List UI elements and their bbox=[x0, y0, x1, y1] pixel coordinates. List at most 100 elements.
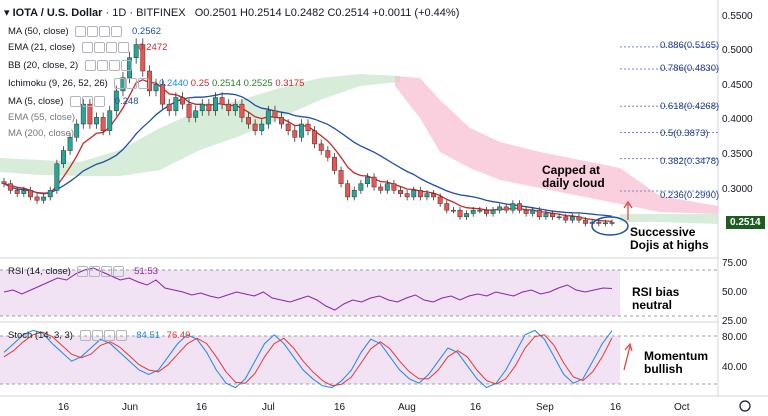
candle bbox=[239, 103, 245, 118]
legend-buttons[interactable] bbox=[70, 96, 106, 107]
candle bbox=[517, 203, 522, 211]
candle bbox=[523, 209, 529, 214]
candle bbox=[246, 117, 251, 125]
rsi-label: RSI (14, close) bbox=[8, 266, 71, 278]
candle bbox=[213, 97, 218, 112]
fib-label: 0.618(0.4268) bbox=[660, 101, 720, 112]
annotation-momentum-line1: Momentum bbox=[644, 349, 708, 363]
candle bbox=[444, 203, 450, 211]
candle bbox=[576, 216, 582, 221]
arrow-up-head bbox=[623, 200, 633, 209]
candle bbox=[107, 110, 113, 131]
legend-ema55[interactable]: EMA (55, close) bbox=[8, 112, 75, 123]
candle bbox=[279, 117, 285, 125]
candle bbox=[536, 209, 542, 218]
momentum-arrow bbox=[623, 345, 631, 371]
legend-buttons[interactable] bbox=[75, 26, 123, 37]
candle bbox=[331, 156, 337, 171]
candle bbox=[160, 84, 166, 105]
legend-ema21[interactable]: EMA (21, close) 0.2472 bbox=[8, 42, 167, 53]
date-tick: 16 bbox=[196, 402, 208, 413]
candle bbox=[602, 222, 608, 225]
legend-buttons[interactable] bbox=[81, 42, 130, 53]
legend-ma5[interactable]: MA (5, close) 0.248 bbox=[8, 96, 139, 107]
stoch-d-line bbox=[3, 331, 613, 387]
ichimoku-cloud-bullish bbox=[0, 74, 400, 176]
ichimoku-cloud-bearish bbox=[395, 76, 718, 214]
legend-buttons[interactable] bbox=[84, 60, 133, 71]
rsi-band bbox=[0, 270, 620, 316]
candle bbox=[583, 219, 589, 224]
legend-ichimoku[interactable]: Ichimoku (9, 26, 52, 26) 0.2440 0.25 0.2… bbox=[8, 78, 304, 89]
candle bbox=[219, 97, 225, 105]
stoch-k-value: 84.51 bbox=[136, 330, 161, 342]
fib-label: 0.236(0.2990) bbox=[660, 190, 720, 201]
collapse-icon[interactable]: ▾ bbox=[4, 7, 10, 19]
candle bbox=[1, 181, 7, 184]
legend-ma200[interactable]: MA (200, close) bbox=[8, 128, 74, 139]
candle bbox=[503, 206, 509, 211]
rsi-tick: 50.00 bbox=[722, 287, 748, 298]
candle bbox=[431, 193, 437, 198]
candle bbox=[556, 216, 562, 219]
legend-bb[interactable]: BB (20, close, 2) bbox=[8, 60, 133, 71]
gear-icon[interactable] bbox=[739, 400, 751, 412]
candle bbox=[550, 213, 555, 218]
price-tick: 0.4500 bbox=[722, 80, 753, 91]
candle bbox=[371, 176, 377, 188]
candle bbox=[47, 190, 53, 198]
legend-buttons[interactable] bbox=[114, 78, 150, 89]
annotation-rsi: RSI bias neutral bbox=[632, 286, 679, 312]
momentum-arrow-head bbox=[624, 342, 633, 352]
legend-ma50[interactable]: MA (50, close) 0.2562 bbox=[8, 26, 161, 37]
candle bbox=[153, 84, 159, 92]
symbol-name: IOTA / U.S. Dollar bbox=[12, 7, 103, 19]
candle bbox=[417, 190, 423, 198]
candle bbox=[530, 209, 536, 214]
last-price-tag: 0.2514 bbox=[726, 216, 765, 229]
annotation-capped: Capped at daily cloud bbox=[542, 164, 605, 190]
candle bbox=[67, 137, 73, 151]
legend-buttons[interactable] bbox=[79, 330, 128, 341]
price-tick: 0.5500 bbox=[722, 11, 753, 22]
date-tick: 16 bbox=[334, 402, 346, 413]
candle bbox=[470, 209, 476, 214]
ma5-label: MA (5, close) bbox=[8, 96, 64, 108]
candle bbox=[61, 150, 66, 165]
candle bbox=[87, 103, 93, 125]
candle bbox=[398, 190, 403, 194]
ma50-label: MA (50, close) bbox=[8, 26, 69, 38]
candle bbox=[179, 97, 185, 105]
candle bbox=[298, 123, 304, 138]
timeframe[interactable]: 1D bbox=[112, 7, 127, 19]
candle bbox=[206, 103, 212, 112]
candle bbox=[199, 103, 205, 112]
candle bbox=[173, 97, 179, 112]
candle bbox=[285, 123, 291, 131]
candle bbox=[252, 123, 258, 131]
ichimoku-value-1: 0.2440 bbox=[159, 78, 189, 90]
date-tick: 16 bbox=[58, 402, 70, 413]
candle bbox=[510, 203, 516, 211]
legend-rsi[interactable]: RSI (14, close) 51.53 bbox=[8, 266, 158, 277]
ichimoku-cloud-lower-bullish bbox=[620, 214, 718, 224]
candle bbox=[464, 213, 470, 218]
exchange: BITFINEX bbox=[136, 7, 186, 19]
legend-stoch[interactable]: Stoch (14, 3, 3) 84.51 76.49 bbox=[8, 330, 190, 341]
candle bbox=[325, 150, 331, 158]
candle bbox=[80, 103, 86, 125]
ichimoku-label: Ichimoku (9, 26, 52, 26) bbox=[8, 78, 108, 90]
fib-label: 0.786(0.4830) bbox=[660, 63, 720, 74]
candle bbox=[365, 176, 370, 184]
candle bbox=[457, 209, 463, 218]
ma5-value: 0.248 bbox=[114, 96, 139, 108]
candle bbox=[140, 44, 146, 72]
candle bbox=[133, 44, 139, 59]
date-tick: Oct bbox=[674, 402, 690, 413]
stoch-label: Stoch (14, 3, 3) bbox=[8, 330, 73, 342]
candle bbox=[259, 123, 265, 131]
candle bbox=[100, 117, 106, 131]
chart-header: ▾ IOTA / U.S. Dollar · 1D · BITFINEX O0.… bbox=[4, 7, 460, 19]
legend-buttons[interactable] bbox=[77, 266, 125, 277]
